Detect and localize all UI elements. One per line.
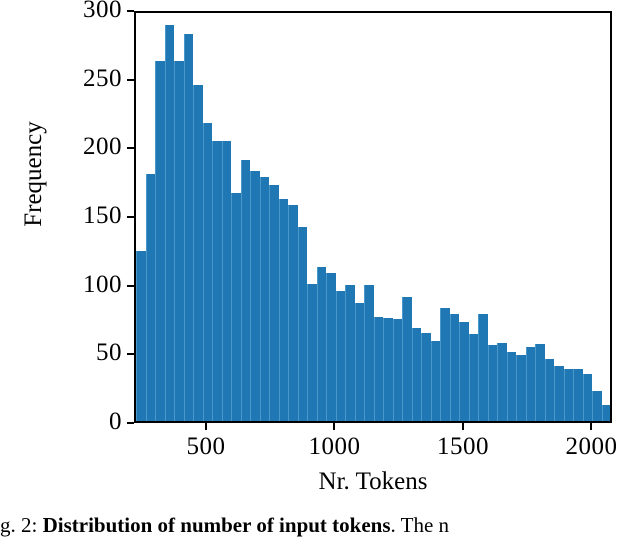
histogram-bar <box>421 333 431 421</box>
histogram-bar <box>440 308 450 421</box>
histogram-bar <box>297 227 308 421</box>
histogram-bar <box>554 366 564 421</box>
histogram-bar <box>269 184 279 421</box>
histogram-bar <box>259 176 270 421</box>
caption-title: Distribution of number of input tokens <box>42 513 391 537</box>
histogram-bar <box>250 171 260 421</box>
y-tick-label: 150 <box>83 202 122 229</box>
y-tick-mark <box>127 216 134 218</box>
x-tick-mark <box>333 423 336 430</box>
histogram-bar <box>278 198 289 421</box>
histogram-bar <box>316 267 327 421</box>
histogram-bar <box>563 368 574 421</box>
y-tick-mark <box>127 284 134 287</box>
histogram-bar <box>212 140 222 421</box>
y-tick-mark <box>127 78 134 81</box>
histogram-bar <box>307 283 317 421</box>
histogram-bar <box>193 84 203 421</box>
histogram-bar <box>468 334 479 421</box>
caption-prefix: g. 2: <box>0 513 38 537</box>
histogram-bar <box>592 390 602 421</box>
histogram-bar <box>335 290 346 421</box>
histogram-bar <box>240 160 251 421</box>
x-tick-label: 2000 <box>565 433 618 460</box>
histogram-bar <box>487 345 498 421</box>
y-axis-label: Frequency <box>20 121 47 227</box>
y-tick-label: 0 <box>109 408 122 435</box>
plot-area <box>134 11 612 423</box>
y-tick-mark <box>127 353 134 356</box>
histogram-bar <box>459 322 469 421</box>
histogram-bar <box>516 355 526 421</box>
y-tick-label: 250 <box>83 64 122 92</box>
histogram-bar <box>402 297 412 421</box>
histogram-bar <box>601 404 610 421</box>
histogram-bar <box>202 123 213 421</box>
histogram-bar <box>573 368 583 421</box>
y-tick-label: 100 <box>83 270 122 298</box>
y-tick-mark <box>127 147 134 150</box>
y-tick-mark <box>127 10 134 12</box>
histogram-bar <box>497 342 507 421</box>
histogram-bar <box>164 25 175 421</box>
histogram-bar <box>221 140 232 421</box>
histogram-bar <box>535 344 545 421</box>
histogram-bar <box>345 285 355 421</box>
histogram-bar <box>411 327 422 421</box>
x-tick-mark <box>590 423 593 430</box>
y-tick-label: 200 <box>83 133 122 161</box>
histogram-bar <box>354 302 365 421</box>
x-tick-label: 500 <box>186 433 226 460</box>
histogram-bar <box>449 313 460 421</box>
x-axis-label: Nr. Tokens <box>318 468 428 495</box>
histogram-bar <box>174 61 184 421</box>
histogram-bar <box>544 359 555 421</box>
histogram-bar <box>582 374 593 421</box>
histogram-bar <box>155 61 165 421</box>
histogram-bar <box>288 205 298 421</box>
histogram-bar <box>383 318 393 421</box>
histogram-bar <box>392 319 403 421</box>
histogram-bar <box>326 272 336 421</box>
histogram-bar <box>145 173 155 421</box>
histogram-bars <box>136 13 610 421</box>
y-tick-label: 300 <box>83 0 122 23</box>
y-tick-label: 50 <box>96 339 122 367</box>
x-tick-mark <box>204 423 207 430</box>
x-tick-mark <box>461 423 464 430</box>
histogram-bar <box>430 341 441 421</box>
x-tick-label: 1000 <box>308 433 361 460</box>
histogram-bar <box>136 250 146 421</box>
histogram-bar <box>525 346 536 421</box>
histogram-bar <box>478 313 488 421</box>
y-tick-mark <box>127 422 134 424</box>
histogram-bar <box>183 33 194 421</box>
figure-caption: g. 2: Distribution of number of input to… <box>0 512 640 538</box>
histogram-bar <box>506 352 517 421</box>
histogram-bar <box>364 285 374 421</box>
x-tick-label: 1500 <box>436 433 489 460</box>
caption-tail: . The n <box>390 513 450 537</box>
histogram-bar <box>231 193 241 421</box>
histogram-bar <box>373 316 384 421</box>
